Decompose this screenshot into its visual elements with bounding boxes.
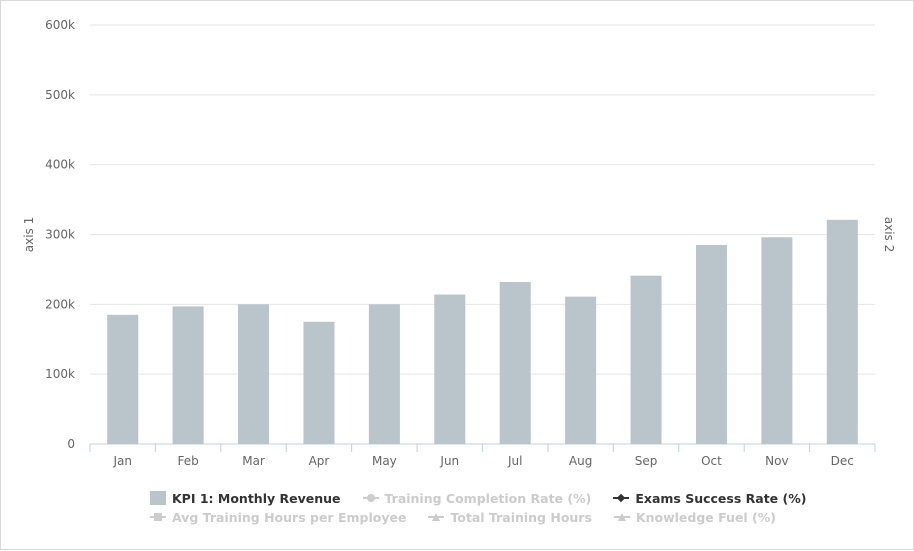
y-axis-title-left: axis 1 [22,217,36,253]
triangle-legend-symbol-icon [428,511,445,523]
legend-label: KPI 1: Monthly Revenue [172,490,341,506]
x-tick-label: May [372,454,397,468]
x-tick-label: Sep [635,454,658,468]
bar[interactable] [107,314,139,444]
bar-legend-symbol-icon [150,491,166,505]
bar[interactable] [695,244,727,444]
legend-item[interactable]: KPI 1: Monthly Revenue [150,491,341,506]
legend-label: Total Training Hours [450,509,592,525]
y-tick-label: 100k [45,367,75,381]
x-tick-label: Oct [701,454,722,468]
y-tick-label: 600k [45,18,75,32]
legend-row: Avg Training Hours per Employee Total Tra… [150,508,798,526]
legend-item[interactable]: Avg Training Hours per Employee [150,510,406,525]
x-tick-label: Jul [507,454,522,468]
legend-label: Exams Success Rate (%) [635,490,807,506]
bar[interactable] [826,219,858,444]
legend-label: Knowledge Fuel (%) [635,509,777,525]
circle-legend-symbol-icon [362,492,379,504]
y-tick-label: 200k [45,297,75,311]
triangle-legend-symbol-icon [613,511,630,523]
legend-item[interactable]: Knowledge Fuel (%) [613,509,777,525]
y-tick-label: 300k [45,228,75,242]
x-tick-label: Feb [178,454,199,468]
y-tick-label: 500k [45,88,75,102]
y-axis-title-right: axis 2 [882,217,896,253]
legend-label: Training Completion Rate (%) [384,490,592,506]
diamond-legend-symbol-icon [613,492,630,504]
square-legend-symbol-icon [150,511,166,523]
x-tick-label: Jun [439,454,459,468]
bar[interactable] [565,296,597,444]
x-tick-label: Aug [569,454,592,468]
legend-item[interactable]: Total Training Hours [428,509,592,525]
legend-item[interactable]: Exams Success Rate (%) [613,491,806,506]
bar[interactable] [303,321,335,444]
legend-item[interactable]: Training Completion Rate (%) [362,490,592,506]
x-tick-label: Dec [831,454,854,468]
bar[interactable] [499,281,531,444]
legend-row: KPI 1: Monthly Revenue Training Completio… [150,489,828,507]
y-tick-label: 0 [67,437,75,451]
bar[interactable] [630,275,662,444]
legend-label: Avg Training Hours per Employee [172,509,407,525]
bar[interactable] [172,306,204,444]
x-tick-label: Mar [242,454,265,468]
y-tick-label: 400k [45,158,75,172]
x-tick-label: Nov [765,454,788,468]
bar[interactable] [238,304,270,444]
bar[interactable] [761,237,793,444]
x-tick-label: Apr [309,454,330,468]
x-tick-label: Jan [112,454,132,468]
bar[interactable] [434,294,466,444]
bar[interactable] [368,304,400,444]
